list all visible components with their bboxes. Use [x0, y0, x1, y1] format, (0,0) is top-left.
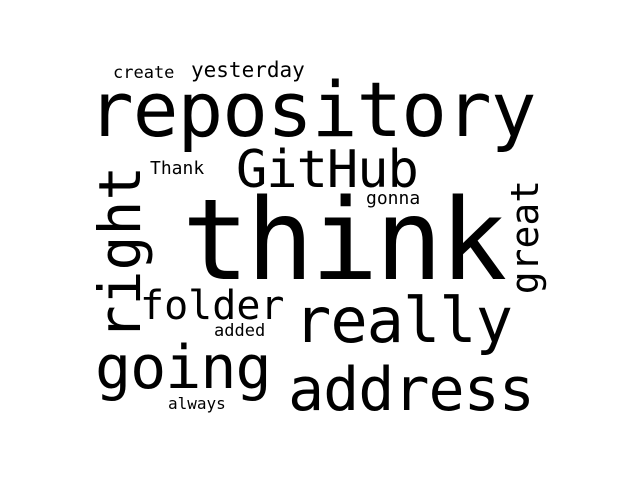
- word-folder: folder: [140, 283, 285, 329]
- word-github: GitHub: [236, 140, 419, 200]
- word-repository: repository: [88, 65, 537, 154]
- word-gonna: gonna: [366, 188, 421, 209]
- word-create: create: [113, 63, 175, 83]
- word-great: great: [503, 179, 547, 295]
- word-added: added: [214, 321, 266, 341]
- word-going: going: [95, 333, 272, 403]
- word-thank: Thank: [150, 158, 205, 179]
- word-right: right: [86, 165, 154, 341]
- word-think: think: [182, 176, 507, 306]
- word-always: always: [168, 394, 226, 413]
- word-yesterday: yesterday: [191, 58, 305, 82]
- word-really: really: [294, 284, 513, 357]
- word-address: address: [288, 355, 535, 425]
